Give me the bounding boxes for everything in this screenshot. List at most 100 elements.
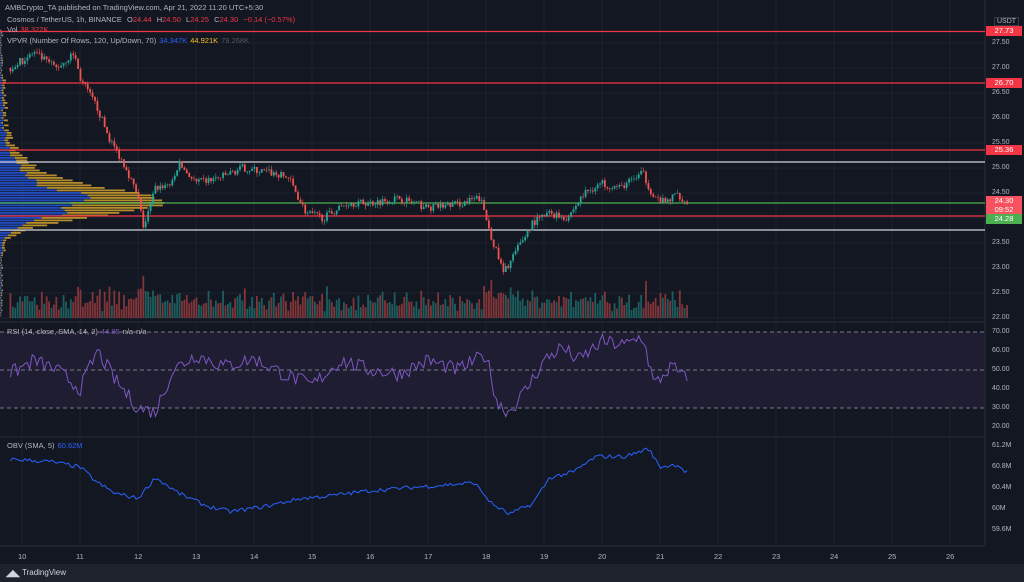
vpvr-down-bar: [1, 292, 3, 294]
vpvr-down-bar: [1, 44, 2, 47]
candle-body: [338, 205, 340, 211]
vpvr-down-bar: [1, 309, 3, 312]
volume-bar: [555, 302, 558, 318]
volume-bar: [294, 300, 297, 318]
vpvr-up-bar: [0, 179, 37, 182]
vpvr-down-bar: [0, 307, 2, 309]
candle-body: [176, 170, 179, 176]
price-tick: 26.00: [992, 114, 1010, 121]
volume-bar: [62, 295, 65, 318]
candle-body: [333, 213, 336, 215]
level-label-26-70: 26.70: [986, 78, 1022, 88]
vpvr-up-bar: [0, 269, 1, 272]
volume-bar: [647, 301, 650, 318]
volume-bar: [553, 300, 556, 318]
candle-body: [149, 203, 152, 212]
volume-bar: [449, 295, 452, 318]
candle-body: [217, 177, 220, 178]
vpvr-up-bar: [0, 227, 18, 229]
currency-label[interactable]: USDT: [994, 17, 1020, 26]
vpvr-down-bar: [1, 122, 3, 124]
candle-body: [171, 179, 174, 186]
candle-body: [401, 199, 403, 203]
volume-bar: [285, 301, 287, 318]
time-tick: 13: [192, 552, 201, 561]
volume-bar: [19, 296, 21, 318]
candle-body: [686, 201, 688, 205]
volume-bar: [113, 290, 116, 318]
volume-bar: [9, 293, 12, 318]
candle-body: [357, 201, 360, 207]
volume-bar: [671, 291, 674, 318]
volume-bar: [316, 304, 319, 318]
vpvr-up-bar: [0, 259, 1, 262]
volume-bar: [246, 308, 249, 318]
candle-body: [565, 219, 568, 221]
volume-bar: [231, 307, 234, 318]
obv-label[interactable]: OBV (SMA, 5): [7, 441, 55, 450]
candle-body: [608, 188, 611, 189]
vpvr-up-bar: [0, 289, 2, 292]
candle-body: [405, 197, 408, 204]
vpvr-down-bar: [0, 297, 2, 299]
candle-body: [659, 197, 662, 203]
vpvr-down-bar: [28, 177, 63, 179]
obv-tick: 61.2M: [992, 442, 1012, 449]
symbol-name[interactable]: Cosmos / TetherUS, 1h, BINANCE: [7, 15, 122, 24]
volume-bar: [546, 299, 548, 318]
volume-bar: [538, 308, 541, 318]
vpvr-up-bar: [0, 287, 1, 289]
vpvr-down-bar: [1, 54, 3, 57]
candle-body: [246, 171, 249, 173]
candle-body: [79, 68, 82, 81]
candle-body: [222, 172, 224, 178]
candle-body: [490, 228, 493, 240]
candle-body: [558, 212, 560, 218]
candle-body: [123, 159, 125, 168]
time-tick: 17: [424, 552, 433, 561]
vpvr-down-bar: [16, 162, 29, 164]
candle-body: [492, 239, 495, 247]
vpvr-up-bar: [0, 129, 5, 132]
candle-body: [432, 204, 435, 211]
candle-body: [442, 203, 444, 208]
volume-bar: [676, 306, 679, 318]
vpvr-label[interactable]: VPVR (Number Of Rows, 120, Up/Down, 70): [7, 36, 157, 45]
candle-body: [415, 201, 418, 203]
volume-bar: [454, 303, 456, 318]
time-tick: 22: [714, 552, 723, 561]
volume-bar: [514, 296, 517, 318]
candle-body: [200, 178, 203, 180]
volume-bar: [287, 310, 290, 318]
candle-body: [231, 171, 234, 172]
candle-body: [509, 260, 512, 269]
volume-bar: [154, 296, 157, 318]
price-tick: 23.00: [992, 264, 1010, 271]
candle-body: [340, 205, 343, 207]
volume-bar: [227, 303, 229, 318]
vpvr-up-bar: [0, 264, 2, 267]
candle-body: [437, 203, 440, 208]
candle-body: [367, 202, 369, 206]
rsi-label[interactable]: RSI (14, close, SMA, 14, 2): [7, 327, 98, 336]
candle-body: [616, 186, 618, 187]
volume-bar: [403, 296, 406, 318]
volume-bar: [500, 292, 502, 318]
candle-body: [483, 200, 485, 211]
candle-body: [468, 197, 471, 203]
price-tick: 25.00: [992, 164, 1010, 171]
vpvr-up-bar: [0, 114, 3, 117]
vpvr-up-bar: [0, 89, 2, 92]
vpvr-up-bar: [0, 237, 5, 239]
vpvr-up-bar: [0, 144, 7, 147]
time-tick: 24: [830, 552, 839, 561]
volume-bar: [405, 292, 408, 318]
volume-bar: [509, 287, 512, 318]
level-label-27-73: 27.73: [986, 26, 1022, 36]
candle-body: [330, 211, 333, 214]
candle-body: [681, 199, 684, 202]
candle-body: [604, 180, 606, 188]
candle-body: [236, 170, 239, 175]
